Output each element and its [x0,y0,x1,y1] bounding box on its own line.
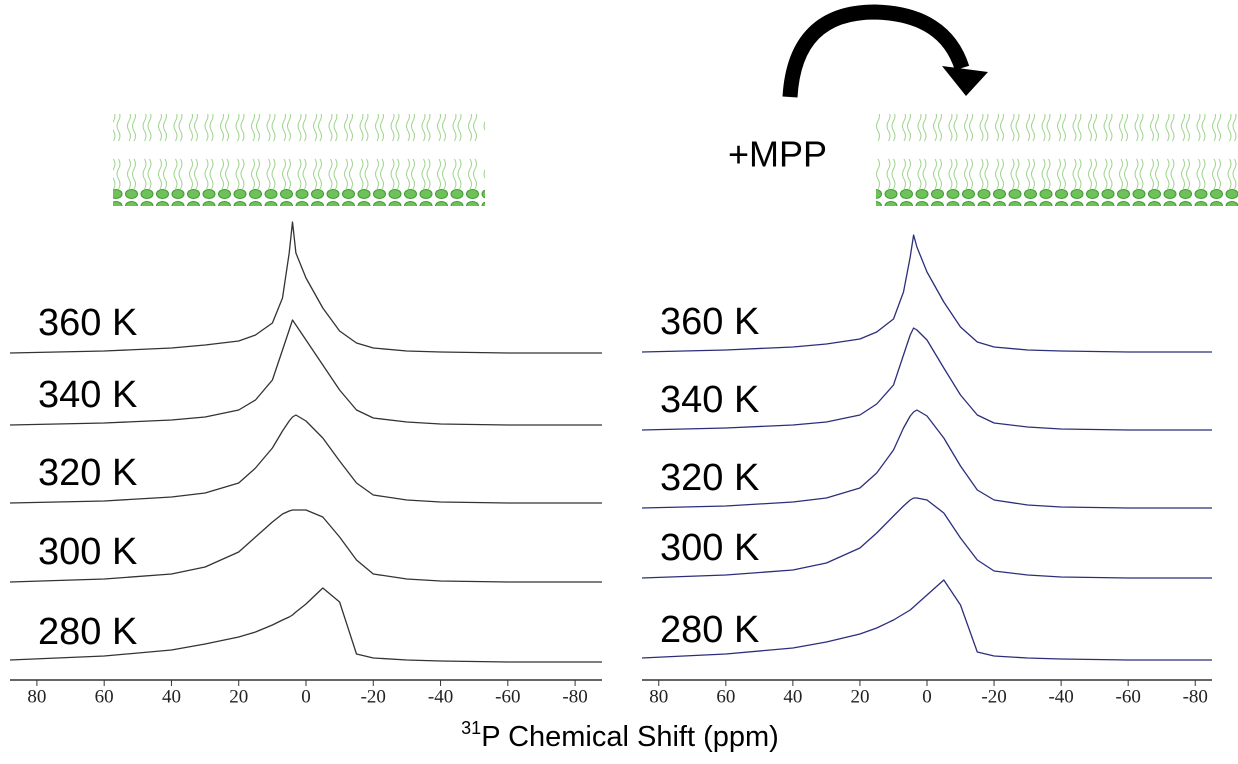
x-tick-label: -20 [361,686,386,707]
x-tick-label: -40 [428,686,453,707]
spectrum [641,234,1212,353]
arrow-head [942,66,988,96]
membrane [113,114,485,206]
series-label: 340 K [660,379,759,421]
spectrum [9,319,602,426]
x-tick-label: -20 [981,686,1006,707]
spectrum [641,327,1212,431]
x-axis-title-superscript: 31 [461,718,481,738]
x-tick-label: 60 [95,686,114,707]
spectrum [641,497,1212,579]
series-label: 320 K [660,457,759,499]
x-tick-label: 40 [162,686,181,707]
spectrum [9,509,602,583]
x-tick-label: 80 [649,686,668,707]
series-label: 280 K [38,611,137,653]
series-label: 300 K [38,531,137,573]
membrane-mpp [876,114,1238,206]
spectrum [641,579,1212,661]
x-tick-label: 0 [301,686,311,707]
series-label: 360 K [38,302,137,344]
series-label: 360 K [660,301,759,343]
x-tick-label: 20 [850,686,869,707]
x-axis-title-text: P Chemical Shift (ppm) [481,721,779,753]
series-label: 280 K [660,609,759,651]
x-tick-label: 20 [229,686,248,707]
arrow [782,4,970,98]
x-tick-label: 0 [922,686,932,707]
series-label: 340 K [38,374,137,416]
x-axis-title: 31P Chemical Shift (ppm) [461,718,779,753]
series-label: 300 K [660,527,759,569]
spectrum [641,409,1212,509]
x-tick-label: 80 [27,686,46,707]
annotation: +MPP [728,134,827,175]
spectrum [9,414,602,504]
x-tick-label: 60 [716,686,735,707]
spectrum [9,587,602,663]
x-tick-label: -80 [1183,686,1208,707]
spectrum [9,221,602,354]
x-tick-label: -60 [495,686,520,707]
series-label: 320 K [38,452,137,494]
x-tick-label: -60 [1116,686,1141,707]
x-tick-label: -80 [562,686,587,707]
x-tick-label: 40 [783,686,802,707]
x-tick-label: -40 [1048,686,1073,707]
